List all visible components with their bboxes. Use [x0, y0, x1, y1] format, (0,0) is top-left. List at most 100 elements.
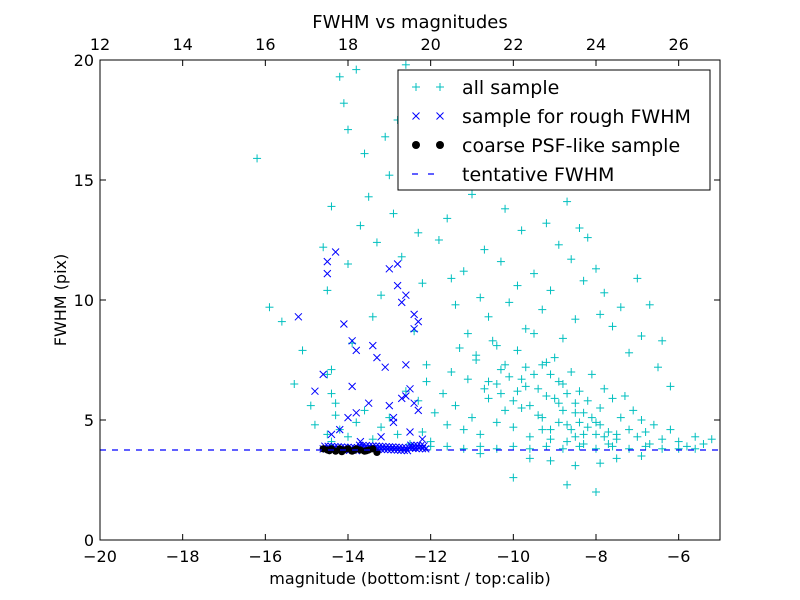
all-sample-point — [641, 428, 650, 436]
top-tick-label: 22 — [503, 35, 523, 54]
all-sample-point — [492, 341, 501, 350]
all-sample-point — [645, 300, 654, 309]
all-sample-point — [542, 442, 551, 451]
all-sample-point — [625, 348, 634, 357]
all-sample-point — [658, 444, 667, 453]
all-sample-point — [368, 312, 377, 321]
rough-fwhm-point — [352, 408, 361, 417]
x-tick-label: −20 — [83, 547, 117, 566]
x-tick-label: −10 — [496, 547, 530, 566]
y-tick-label: 10 — [74, 291, 94, 310]
legend-marker-plus — [436, 83, 444, 91]
all-sample-point — [645, 440, 654, 448]
all-sample-point — [525, 401, 534, 410]
all-sample-point — [596, 310, 605, 319]
all-sample-point — [575, 387, 584, 396]
all-sample-point — [356, 221, 365, 230]
rough-fwhm-point — [323, 269, 332, 278]
legend-marker-plus — [412, 83, 420, 91]
psf-point — [338, 448, 346, 456]
all-sample-point — [492, 444, 501, 453]
all-sample-point — [546, 425, 555, 434]
all-sample-point — [525, 444, 534, 453]
all-sample-point — [612, 454, 621, 463]
all-sample-point — [344, 432, 352, 441]
all-sample-point — [434, 236, 443, 244]
all-sample-point — [372, 238, 381, 247]
all-sample-point — [691, 432, 700, 441]
all-sample-point — [691, 444, 700, 453]
all-sample-point — [418, 428, 427, 436]
all-sample-point — [608, 394, 617, 403]
all-sample-point — [625, 425, 634, 434]
legend-label: coarse PSF-like sample — [462, 135, 680, 157]
all-sample-point — [600, 384, 609, 393]
legend-marker-x — [412, 112, 420, 120]
top-tick-label: 20 — [420, 35, 440, 54]
chart-title: FWHM vs magnitudes — [312, 12, 507, 33]
rough-fwhm-point — [381, 363, 390, 372]
all-sample-point — [513, 387, 522, 396]
all-sample-point — [455, 344, 464, 352]
all-sample-point — [459, 425, 468, 434]
top-tick-label: 18 — [338, 35, 358, 54]
all-sample-point — [443, 442, 452, 451]
all-sample-point — [571, 432, 580, 441]
all-sample-point — [538, 360, 547, 369]
all-sample-point — [443, 420, 452, 429]
all-sample-point — [505, 298, 514, 307]
all-sample-point — [393, 430, 402, 439]
all-sample-point — [583, 423, 592, 432]
y-axis-label: FWHM (pix) — [51, 254, 70, 347]
rough-fwhm-point — [348, 382, 356, 391]
all-sample-point — [534, 411, 543, 420]
all-sample-point — [682, 442, 691, 451]
all-sample-point — [546, 456, 555, 465]
all-sample-point — [608, 442, 617, 451]
all-sample-point — [592, 488, 600, 496]
all-sample-point — [554, 399, 563, 408]
all-sample-point — [637, 452, 646, 460]
rough-fwhm-point — [352, 346, 361, 355]
all-sample-point — [546, 435, 555, 444]
all-sample-point — [443, 214, 452, 223]
rough-fwhm-point — [397, 298, 406, 307]
y-tick-label: 15 — [74, 171, 94, 190]
legend-label: all sample — [462, 77, 559, 99]
rough-fwhm-point — [364, 399, 373, 408]
all-sample-point — [422, 377, 431, 386]
all-sample-point — [414, 396, 423, 405]
all-sample-point — [352, 65, 361, 74]
all-sample-point — [575, 418, 584, 427]
all-sample-point — [567, 368, 576, 376]
top-tick-label: 24 — [586, 35, 606, 54]
all-sample-point — [360, 149, 369, 158]
legend-entry: tentative FWHM — [412, 164, 614, 186]
rough-fwhm-point — [414, 317, 423, 326]
rough-fwhm-point — [410, 324, 418, 333]
all-sample-point — [480, 245, 489, 254]
all-sample-point — [331, 399, 340, 408]
all-sample-point — [563, 437, 572, 446]
legend: all sample sample for rough FWHM coarse PS… — [397, 69, 711, 191]
all-sample-point — [496, 257, 505, 266]
rough-fwhm-point — [397, 394, 406, 403]
all-sample-point — [587, 413, 596, 422]
rough-fwhm-point — [418, 435, 427, 444]
all-sample-point — [459, 267, 468, 276]
all-sample-point — [629, 406, 638, 415]
all-sample-point — [509, 442, 518, 451]
all-sample-point — [592, 418, 600, 427]
all-sample-point — [699, 440, 708, 448]
all-sample-point — [558, 406, 567, 415]
psf-point — [363, 447, 371, 455]
all-sample-point — [298, 346, 307, 355]
all-sample-point — [587, 370, 596, 379]
all-sample-point — [397, 252, 406, 261]
all-sample-point — [579, 408, 588, 417]
all-sample-point — [521, 324, 530, 333]
rough-fwhm-point — [385, 264, 394, 273]
all-sample-point — [319, 243, 328, 252]
x-tick-label: −12 — [414, 547, 448, 566]
